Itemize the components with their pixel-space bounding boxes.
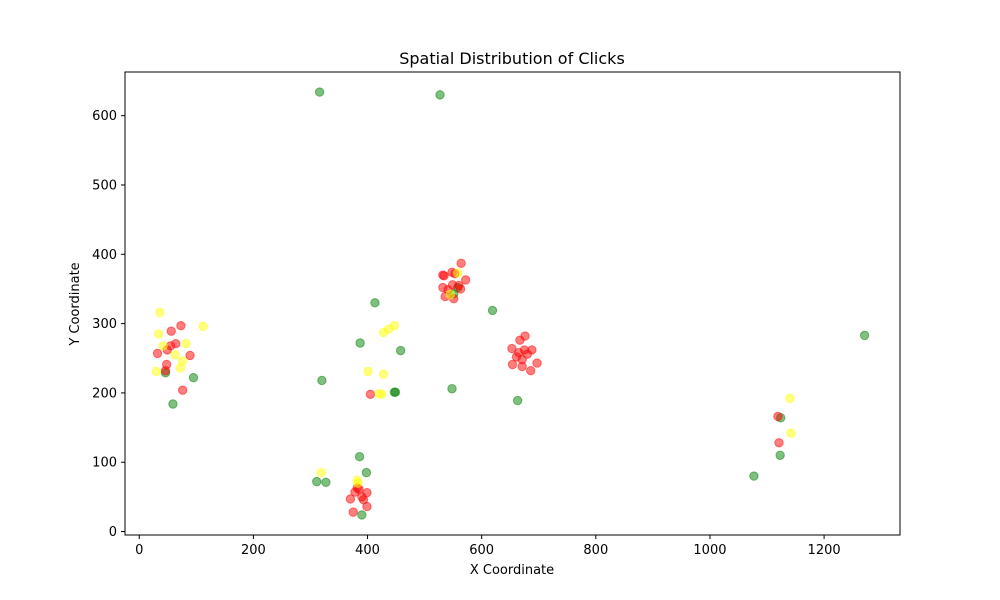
yellow-click-point — [153, 329, 164, 339]
green-click-point — [395, 345, 406, 356]
red-click-point — [160, 366, 171, 376]
red-click-point — [362, 501, 372, 512]
yellow-click-point — [389, 320, 400, 331]
yellow-click-point — [155, 307, 165, 318]
red-click-point — [152, 348, 163, 359]
yellow-click-point — [378, 369, 389, 379]
yellow-click-point — [158, 341, 168, 351]
green-click-point — [188, 372, 199, 383]
green-click-point — [317, 375, 327, 386]
red-click-point — [520, 331, 530, 341]
red-click-point — [345, 494, 356, 504]
y-axis-label: Y Coordinate — [68, 262, 83, 346]
red-click-point — [773, 411, 783, 422]
green-click-point — [775, 450, 785, 460]
y-tick-label: 100 — [92, 456, 117, 471]
yellow-click-point — [786, 428, 796, 438]
x-tick-label: 0 — [135, 543, 143, 558]
green-click-point — [168, 399, 178, 409]
y-tick-label: 600 — [92, 109, 117, 124]
yellow-click-point — [316, 467, 327, 478]
yellow-click-point — [181, 339, 191, 349]
x-tick-label: 200 — [241, 543, 266, 558]
green-click-point — [321, 477, 331, 488]
green-click-point — [749, 471, 759, 481]
red-click-point — [532, 358, 542, 368]
red-click-point — [166, 326, 176, 336]
y-tick-label: 200 — [92, 386, 117, 401]
green-click-point — [314, 87, 325, 97]
x-tick-label: 600 — [469, 543, 494, 558]
red-click-point — [177, 385, 188, 395]
red-click-point — [365, 389, 376, 399]
yellow-click-point — [377, 389, 387, 399]
red-click-point — [456, 258, 466, 268]
yellow-click-point — [353, 478, 363, 488]
yellow-click-point — [363, 366, 373, 377]
red-click-point — [519, 345, 530, 355]
green-click-point — [312, 476, 322, 487]
green-click-point — [354, 451, 365, 462]
red-click-point — [350, 487, 360, 497]
yellow-click-point — [175, 363, 186, 373]
red-click-point — [455, 284, 466, 294]
green-click-point — [390, 387, 401, 397]
x-tick-label: 400 — [355, 543, 380, 558]
chart-title: Spatial Distribution of Clicks — [399, 49, 625, 68]
green-click-point — [859, 330, 870, 341]
x-tick-label: 800 — [583, 543, 608, 558]
green-click-point — [357, 510, 367, 520]
plot-area-frame — [124, 71, 901, 536]
x-axis-ticks: 0 200 400 600 800 1000 1200 — [135, 535, 841, 558]
y-tick-label: 0 — [109, 525, 117, 540]
red-click-point — [185, 350, 195, 361]
red-click-point — [507, 359, 518, 370]
green-click-point — [512, 395, 523, 406]
yellow-click-point — [170, 350, 180, 360]
red-click-point — [439, 271, 449, 281]
y-tick-label: 300 — [92, 317, 117, 332]
green-click-point — [447, 384, 457, 394]
red-click-point — [176, 320, 186, 331]
green-click-point — [487, 305, 498, 316]
red-click-point — [348, 507, 358, 517]
y-axis-ticks: 0 100 200 300 400 500 600 — [92, 109, 125, 540]
red-click-point — [517, 361, 527, 372]
y-tick-label: 500 — [92, 178, 117, 193]
x-tick-label: 1200 — [808, 543, 841, 558]
y-tick-label: 400 — [92, 248, 117, 263]
green-click-point — [361, 467, 372, 478]
yellow-click-point — [151, 366, 162, 377]
green-click-point — [355, 338, 365, 348]
yellow-click-point — [198, 321, 208, 332]
yellow-click-point — [453, 268, 463, 278]
points-layer — [151, 87, 870, 520]
green-click-point — [370, 298, 380, 308]
red-click-point — [774, 438, 784, 448]
x-tick-label: 1000 — [693, 543, 726, 558]
x-axis-label: X Coordinate — [470, 563, 554, 578]
red-click-point — [507, 343, 517, 354]
yellow-click-point — [445, 289, 455, 300]
yellow-click-point — [785, 393, 795, 404]
red-click-point — [461, 275, 471, 285]
green-click-point — [435, 90, 445, 100]
red-click-point — [526, 366, 536, 376]
